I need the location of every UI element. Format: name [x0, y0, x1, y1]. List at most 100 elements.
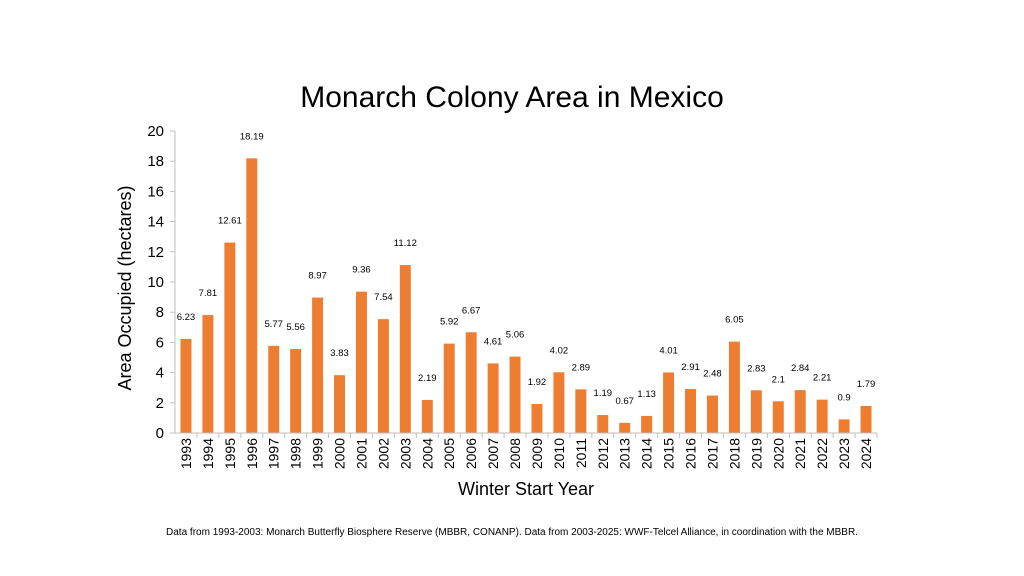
data-label-2022: 2.21: [813, 373, 832, 384]
data-label-2019: 2.83: [747, 363, 766, 374]
x-tick-label-2003: 2003: [397, 438, 413, 469]
bar-2016: [685, 389, 697, 433]
x-tick-label-2012: 2012: [595, 438, 611, 469]
data-label-2009: 1.92: [528, 377, 547, 388]
bar-2000: [334, 375, 346, 433]
bar-2013: [619, 422, 631, 433]
bar-2014: [641, 415, 653, 433]
y-tick-label: 0: [156, 425, 164, 442]
data-label-1999: 8.97: [308, 271, 327, 282]
x-tick-label-2020: 2020: [770, 438, 786, 469]
bar-2018: [728, 341, 740, 433]
data-label-1995: 12.61: [218, 216, 242, 227]
data-label-2007: 4.61: [484, 336, 503, 347]
x-tick-label-2021: 2021: [792, 438, 808, 469]
x-tick-label-2022: 2022: [814, 438, 830, 469]
data-label-2005: 5.92: [440, 317, 459, 328]
bar-2017: [706, 395, 718, 433]
bar-2022: [816, 399, 828, 433]
x-tick-label-2004: 2004: [419, 438, 435, 469]
data-label-2012: 1.19: [594, 388, 613, 399]
bar-1999: [312, 297, 324, 433]
y-tick-label: 16: [147, 183, 164, 200]
x-tick-label-2005: 2005: [441, 438, 457, 469]
x-tick-label-2014: 2014: [639, 438, 655, 469]
data-label-2003: 11.12: [394, 238, 417, 249]
data-label-2002: 7.54: [374, 292, 393, 303]
x-tick-label-2018: 2018: [726, 438, 742, 469]
y-tick-label: 2: [156, 395, 164, 412]
bars: 6.23 7.81 12.61 18.19 5.77 5.56 8.97 3.83 9.36 7.…: [177, 131, 875, 433]
data-label-2004: 2.19: [418, 373, 437, 384]
bar-1994: [202, 315, 214, 433]
x-tick-label-2017: 2017: [704, 438, 720, 469]
x-tick-label-1996: 1996: [244, 438, 260, 469]
data-label-1994: 7.81: [199, 288, 218, 299]
bar-2019: [750, 390, 762, 433]
x-axis-label: Winter Start Year: [458, 479, 594, 499]
x-tick-label-2006: 2006: [463, 438, 479, 469]
data-label-2011: 2.89: [572, 362, 591, 373]
data-label-1993: 6.23: [177, 312, 196, 323]
data-label-2017: 2.48: [703, 369, 722, 380]
y-tick-label: 18: [147, 153, 164, 170]
x-tick-label-2001: 2001: [353, 438, 369, 469]
x-tick-label-2002: 2002: [375, 438, 391, 469]
bar-2015: [663, 372, 675, 433]
x-tick-label-2023: 2023: [836, 438, 852, 469]
x-tick-label-1994: 1994: [200, 438, 216, 469]
bar-1996: [246, 158, 258, 433]
x-tick-label-2024: 2024: [858, 438, 874, 469]
bar-2010: [553, 372, 565, 433]
bar-1993: [180, 338, 192, 433]
data-label-2015: 4.01: [659, 345, 678, 356]
bar-2006: [465, 332, 477, 433]
bar-2003: [399, 265, 411, 433]
x-tick-label-2009: 2009: [529, 438, 545, 469]
x-tick-label-2010: 2010: [551, 438, 567, 469]
data-label-2000: 3.83: [330, 348, 349, 359]
x-tick-label-2011: 2011: [573, 438, 589, 468]
data-label-1997: 5.77: [264, 319, 283, 330]
y-tick-label: 20: [147, 123, 164, 140]
data-label-2023: 0.9: [837, 392, 850, 403]
data-label-2006: 6.67: [462, 305, 481, 316]
data-label-2001: 9.36: [352, 265, 371, 276]
x-tick-label-1999: 1999: [310, 438, 326, 469]
x-tick-label-1998: 1998: [288, 438, 304, 469]
data-label-2021: 2.84: [791, 363, 810, 374]
bar-2020: [772, 401, 784, 433]
bar-2004: [421, 399, 433, 433]
y-axis-label: Area Occupied (hectares): [115, 185, 135, 390]
bar-2007: [487, 363, 499, 433]
y-tick-label: 6: [156, 334, 164, 351]
data-label-2008: 5.06: [506, 330, 525, 341]
bar-2012: [597, 415, 609, 433]
bar-2002: [377, 319, 389, 433]
x-tick-label-2015: 2015: [661, 438, 677, 469]
data-label-2016: 2.91: [681, 362, 700, 373]
x-tick-label-1993: 1993: [178, 438, 194, 469]
data-label-2010: 4.02: [550, 345, 569, 356]
x-tick-label-2000: 2000: [332, 438, 348, 469]
y-tick-label: 8: [156, 304, 164, 321]
source-footnote: Data from 1993-2003: Monarch Butterfly B…: [166, 527, 858, 538]
bar-2024: [860, 405, 872, 433]
bar-2001: [355, 291, 367, 433]
x-tick-label-1997: 1997: [266, 438, 282, 469]
data-label-2018: 6.05: [725, 315, 744, 326]
x-tick-label-2019: 2019: [748, 438, 764, 469]
bar-1997: [268, 345, 280, 433]
bar-2023: [838, 419, 850, 433]
bar-1995: [224, 242, 236, 433]
data-label-2020: 2.1: [772, 374, 785, 385]
bar-2021: [794, 390, 806, 433]
bar-2011: [575, 389, 587, 433]
bar-2005: [443, 343, 455, 433]
x-tick-label-2007: 2007: [485, 438, 501, 469]
data-label-1996: 18.19: [240, 131, 264, 142]
y-tick-label: 4: [156, 365, 164, 382]
data-label-2013: 0.67: [615, 396, 634, 407]
chart-title: Monarch Colony Area in Mexico: [300, 81, 724, 114]
